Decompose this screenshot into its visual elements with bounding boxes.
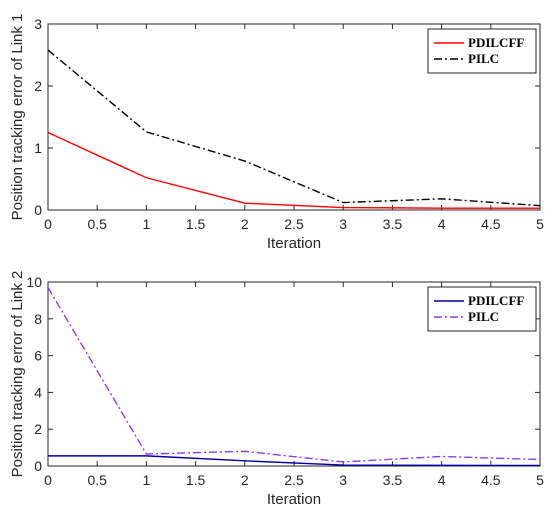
series-line-pdilcff [48,455,541,467]
legend-box [427,286,537,332]
legend-label: PDILCFF [468,35,524,50]
legend-label: PILC [468,309,499,324]
x-tick-label: 5 [536,472,544,488]
y-tick-label: 1 [34,140,42,156]
legend-label: PILC [468,51,499,66]
chart-link-2: 0 0.5 1 1.5 2 2.5 3 3.5 4 4.5 5 0 2 4 6 8 10 Iteration Pos… [9,271,544,508]
y-axis-label: Position tracking error of Link 1 [9,14,26,221]
x-tick-label: 0 [44,472,52,488]
x-axis-label: Iteration [267,235,321,252]
x-tick-label: 3 [339,472,347,488]
x-tick-label: 3.5 [383,216,403,232]
y-tick-label: 3 [34,16,42,32]
x-tick-label: 2 [241,472,249,488]
y-tick-label: 0 [34,458,42,474]
x-tick-label: 1.5 [186,472,206,488]
x-tick-label: 1.5 [186,216,206,232]
y-tick-label: 8 [34,311,42,327]
x-tick-label: 3 [339,216,347,232]
x-tick-label: 0.5 [87,216,107,232]
legend-box [427,28,537,74]
x-tick-label: 1 [143,472,151,488]
series-line-pdilcff [47,131,540,209]
legend-label: PDILCFF [468,293,524,308]
x-tick-label: 2.5 [284,472,304,488]
x-tick-label: 0 [44,216,52,232]
chart-link-1: 0 0.5 1 1.5 2 2.5 3 3.5 4 4.5 5 0 1 2 3 Iteration Positi… [9,14,544,252]
x-tick-label: 4.5 [481,472,501,488]
y-tick-label: 2 [34,78,42,94]
y-tick-label: 10 [26,274,42,290]
x-tick-label: 4.5 [481,216,501,232]
y-tick-label: 0 [34,202,42,218]
y-axis-label: Position tracking error of Link 2 [9,271,26,478]
series-line-pilc [47,287,541,463]
x-tick-label: 0.5 [87,472,107,488]
x-tick-label: 3.5 [383,472,403,488]
y-tick-label: 4 [34,384,42,400]
x-tick-label: 5 [536,216,544,232]
series-line-pilc [47,49,541,207]
x-tick-label: 2 [241,216,249,232]
y-tick-label: 2 [34,421,42,437]
x-axis-label: Iteration [267,491,321,508]
x-tick-label: 2.5 [284,216,304,232]
y-tick-label: 6 [34,348,42,364]
x-tick-label: 4 [438,216,446,232]
x-tick-label: 1 [143,216,151,232]
x-tick-label: 4 [438,472,446,488]
